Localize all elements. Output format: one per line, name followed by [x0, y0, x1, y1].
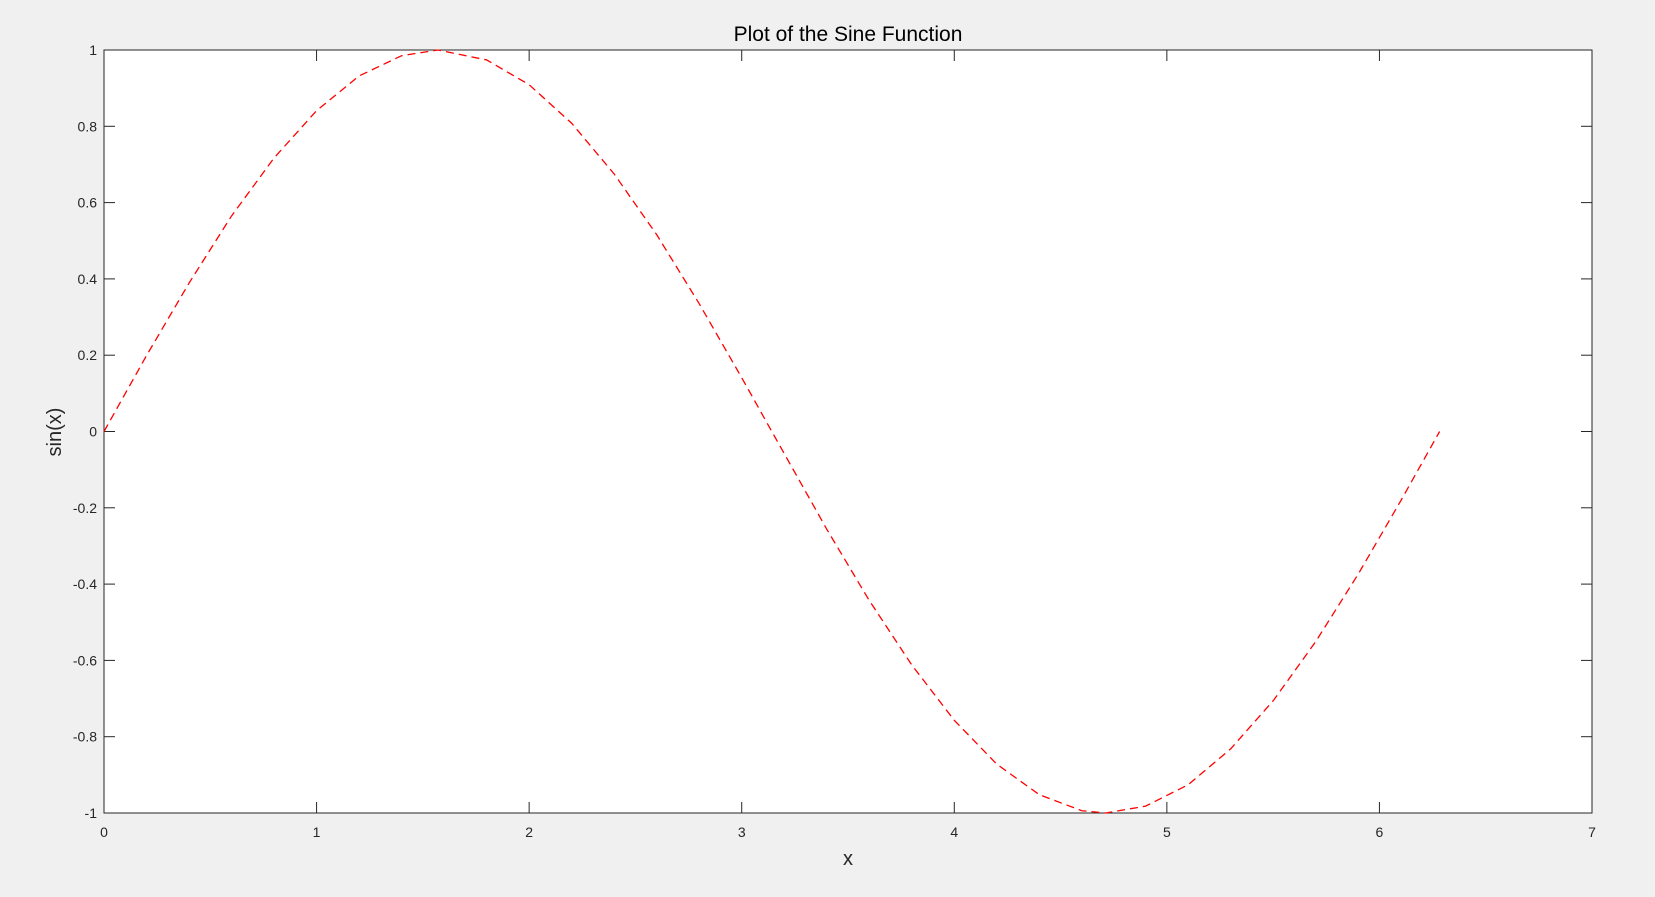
- x-tick-label: 7: [1588, 824, 1596, 840]
- x-tick-label: 1: [313, 824, 321, 840]
- y-tick-label: 0.2: [78, 347, 98, 363]
- y-tick-label: -0.6: [73, 652, 97, 668]
- x-tick-label: 6: [1376, 824, 1384, 840]
- y-tick-label: -0.4: [73, 576, 97, 592]
- series-group: [103, 49, 1441, 814]
- plot-area: [103, 49, 1593, 814]
- y-tick-label: 0.6: [78, 195, 98, 211]
- y-tick-label: 0.4: [78, 271, 98, 287]
- x-axis-label: x: [843, 848, 853, 870]
- y-tick-label: -0.2: [73, 500, 97, 516]
- axis-tick-labels: 0 1 2 3 4 5 6 7 -1 -0.8 -0.6 -0.4 -0.2 0 0.2 0.4 0.6 0.8 1: [73, 42, 1596, 840]
- x-tick-label: 2: [525, 824, 533, 840]
- x-tick-label: 4: [950, 824, 958, 840]
- y-tick-label: 0: [89, 424, 97, 440]
- chart-title: Plot of the Sine Function: [734, 23, 963, 46]
- x-tick-label: 0: [100, 824, 108, 840]
- series-line: [103, 49, 1441, 814]
- y-axis-label: sin(x): [44, 408, 66, 457]
- y-tick-label: -1: [85, 805, 98, 821]
- y-tick-label: 1: [89, 42, 97, 58]
- x-tick-label: 5: [1163, 824, 1171, 840]
- y-tick-label: -0.8: [73, 729, 97, 745]
- axis-ticks: [103, 49, 1593, 814]
- x-tick-label: 3: [738, 824, 746, 840]
- y-tick-label: 0.8: [78, 118, 98, 134]
